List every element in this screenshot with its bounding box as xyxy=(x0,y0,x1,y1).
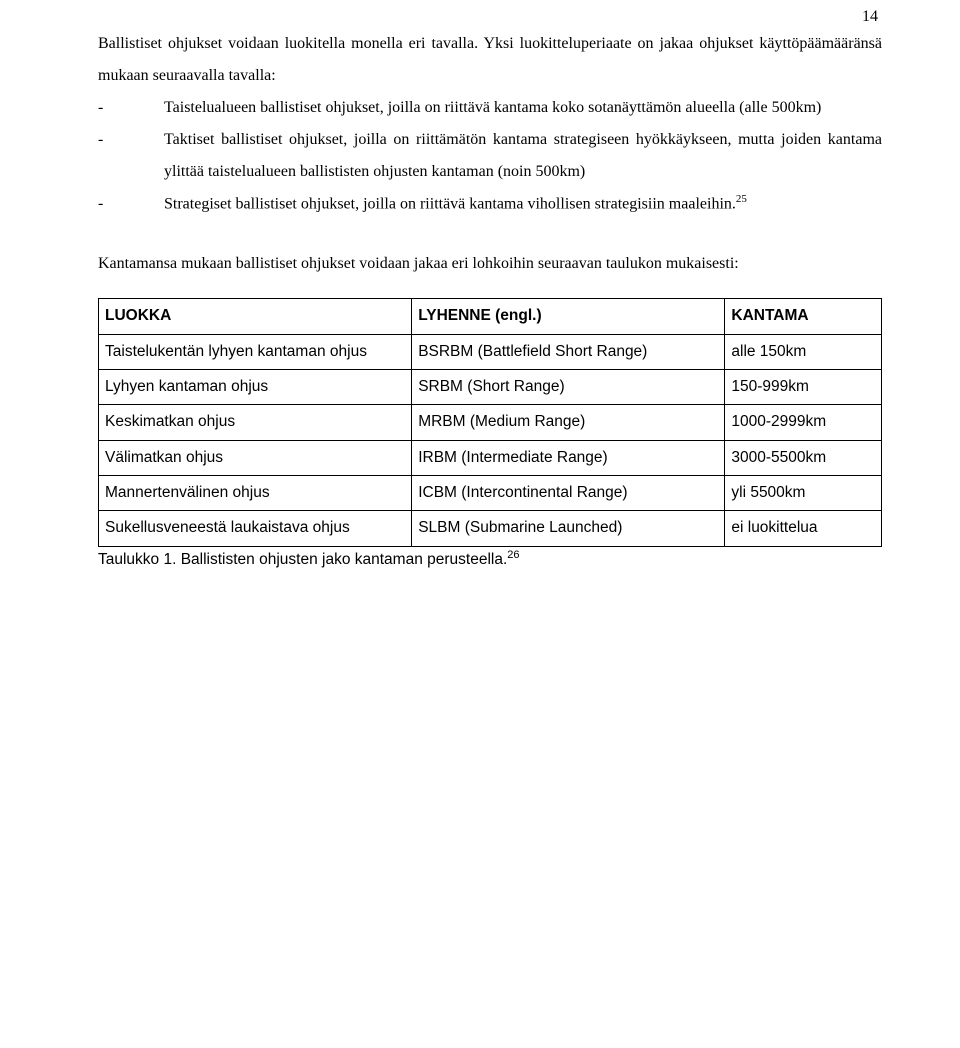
list-item-text: Taktiset ballistiset ohjukset, joilla on… xyxy=(164,124,882,188)
table-cell: ei luokittelua xyxy=(725,511,882,546)
list-item: - Taistelualueen ballistiset ohjukset, j… xyxy=(98,92,882,124)
table-cell: Keskimatkan ohjus xyxy=(99,405,412,440)
table-cell: 150-999km xyxy=(725,370,882,405)
table-cell: Taistelukentän lyhyen kantaman ohjus xyxy=(99,334,412,369)
table-row: Taistelukentän lyhyen kantaman ohjus BSR… xyxy=(99,334,882,369)
table-cell: yli 5500km xyxy=(725,476,882,511)
table-header-row: LUOKKA LYHENNE (engl.) KANTAMA xyxy=(99,299,882,334)
intro-paragraph: Ballistiset ohjukset voidaan luokitella … xyxy=(98,28,882,92)
table-cell: 1000-2999km xyxy=(725,405,882,440)
table-cell: SRBM (Short Range) xyxy=(412,370,725,405)
table-header-cell: LUOKKA xyxy=(99,299,412,334)
classification-table: LUOKKA LYHENNE (engl.) KANTAMA Taisteluk… xyxy=(98,298,882,546)
table-header-cell: KANTAMA xyxy=(725,299,882,334)
table-cell: Lyhyen kantaman ohjus xyxy=(99,370,412,405)
list-item: - Taktiset ballistiset ohjukset, joilla … xyxy=(98,124,882,188)
footnote-ref-25: 25 xyxy=(736,193,747,205)
list-item-text: Taistelualueen ballistiset ohjukset, joi… xyxy=(164,92,882,124)
list-dash: - xyxy=(98,124,164,188)
bullet-list: - Taistelualueen ballistiset ohjukset, j… xyxy=(98,92,882,220)
table-cell: BSRBM (Battlefield Short Range) xyxy=(412,334,725,369)
table-cell: 3000-5500km xyxy=(725,440,882,475)
table-cell: IRBM (Intermediate Range) xyxy=(412,440,725,475)
table-cell: MRBM (Medium Range) xyxy=(412,405,725,440)
table-caption: Taulukko 1. Ballististen ohjusten jako k… xyxy=(98,549,882,569)
table-row: Keskimatkan ohjus MRBM (Medium Range) 10… xyxy=(99,405,882,440)
page-number: 14 xyxy=(862,8,878,26)
table-cell: Sukellusveneestä laukaistava ohjus xyxy=(99,511,412,546)
second-paragraph: Kantamansa mukaan ballistiset ohjukset v… xyxy=(98,248,882,280)
table-cell: ICBM (Intercontinental Range) xyxy=(412,476,725,511)
footnote-ref-26: 26 xyxy=(507,549,519,561)
table-row: Välimatkan ohjus IRBM (Intermediate Rang… xyxy=(99,440,882,475)
list-item: - Strategiset ballistiset ohjukset, joil… xyxy=(98,188,882,220)
table-row: Mannertenvälinen ohjus ICBM (Intercontin… xyxy=(99,476,882,511)
list-dash: - xyxy=(98,188,164,220)
table-header-cell: LYHENNE (engl.) xyxy=(412,299,725,334)
table-cell: Mannertenvälinen ohjus xyxy=(99,476,412,511)
table-row: Lyhyen kantaman ohjus SRBM (Short Range)… xyxy=(99,370,882,405)
list-item-text: Strategiset ballistiset ohjukset, joilla… xyxy=(164,188,882,220)
table-cell: SLBM (Submarine Launched) xyxy=(412,511,725,546)
table-row: Sukellusveneestä laukaistava ohjus SLBM … xyxy=(99,511,882,546)
table-cell: Välimatkan ohjus xyxy=(99,440,412,475)
list-dash: - xyxy=(98,92,164,124)
table-cell: alle 150km xyxy=(725,334,882,369)
